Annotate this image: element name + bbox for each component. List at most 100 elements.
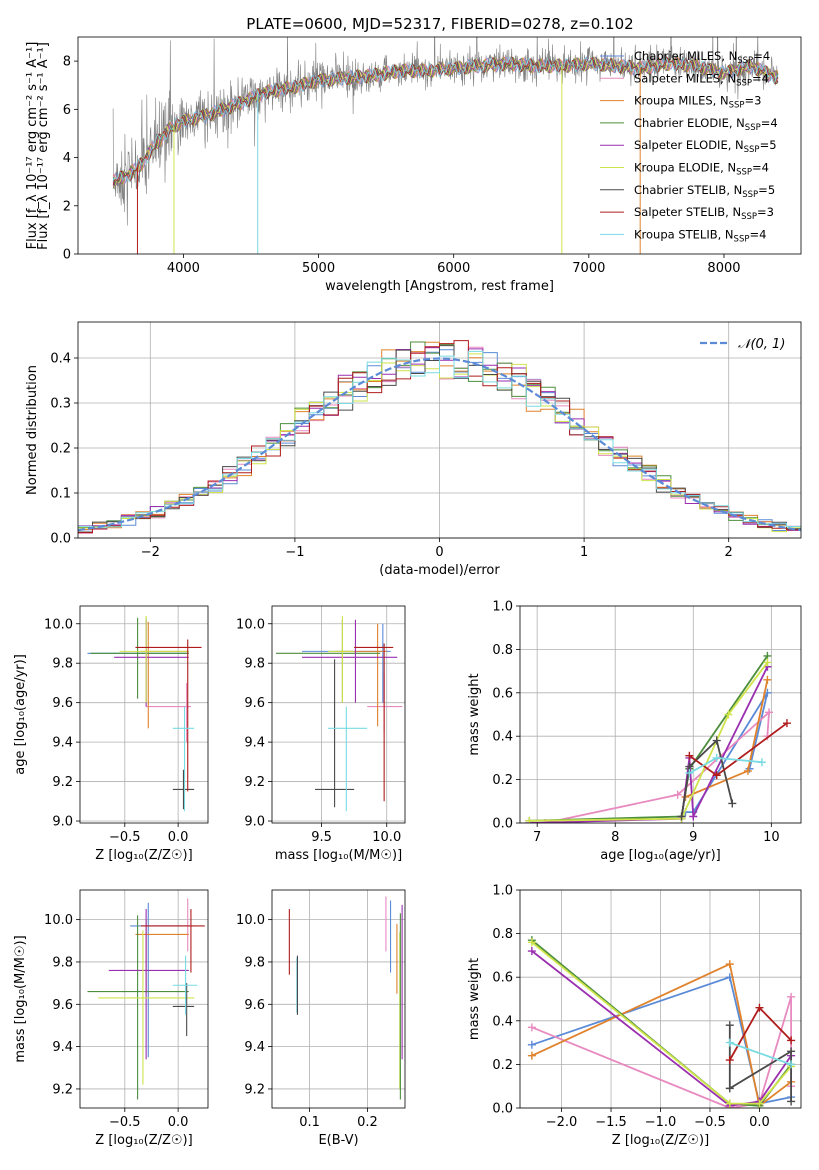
weight-marker: [689, 812, 698, 821]
weight-marker: [787, 1047, 796, 1056]
legend-entry: Chabrier MILES, NSSP=4: [634, 49, 770, 66]
panel-massweight-vs-Z: −2.0 −1.5 −1.0 −0.5 0.0 0.0 0.2 0.4 0.6 0.8 1.0 Z […: [467, 884, 802, 1148]
weight-marker: [673, 790, 682, 799]
y-tick-label: 9.0: [244, 815, 265, 830]
legend-nssp-value: 3: [767, 205, 774, 219]
x-axis-label: age [log₁₀(age/yr)]: [600, 848, 721, 863]
weight-marker: [527, 1023, 536, 1032]
weight-line: [531, 941, 792, 1105]
y-tick-label: 9.6: [244, 696, 265, 711]
axes-frame: [519, 889, 802, 1109]
model-line-chabrier-elodie: [112, 56, 779, 185]
weight-line: [685, 692, 769, 813]
x-tick-label: −2.0: [546, 1115, 578, 1130]
y-tick-label: 10.0: [236, 913, 265, 928]
legend-series-name: Kroupa MILES: [634, 94, 713, 108]
legend-nssp-sub: SSP: [736, 78, 752, 88]
y-tick-label: 9.4: [52, 1040, 73, 1055]
weight-series-chabrier-elodie: [525, 651, 772, 823]
legend-entry: Chabrier STELIB, NSSP=5: [634, 183, 775, 200]
errorbar-point: [301, 619, 398, 703]
legend-entry: Salpeter ELODIE, NSSP=5: [634, 138, 777, 155]
legend-nssp: , N: [720, 161, 736, 175]
weight-marker: [725, 1021, 734, 1030]
weight-line: [544, 710, 771, 823]
y-tick-label: 9.0: [52, 815, 73, 830]
errorbar-point: [119, 615, 189, 703]
errorbar-point: [172, 955, 198, 1015]
errorbar-point: [90, 617, 189, 699]
weight-marker: [527, 947, 536, 956]
weight-marker: [782, 719, 791, 728]
plot-area: [112, 37, 779, 254]
panel-mass-vs-ebv: 0.1 0.2 9.2 9.4 9.6 9.8 10.0 E(B-V): [236, 889, 406, 1148]
axes-frame: [271, 889, 406, 1109]
y-tick-label: 0.0: [50, 532, 71, 547]
legend-nssp-value: 3: [754, 94, 761, 108]
x-axis-label: mass [log₁₀(M/M☉)]: [275, 848, 402, 863]
y-tick-label: 0.6: [492, 971, 513, 986]
legend-eq: =: [758, 183, 768, 197]
errorbar-point: [87, 915, 189, 1100]
x-tick-label: 0.0: [749, 1115, 770, 1130]
weight-marker: [787, 1036, 796, 1045]
y-tick-label: 9.2: [52, 1082, 73, 1097]
panel-spectrum: 4000 5000 6000 7000 8000 0 2 4 6 8 PLATE=0600, MJD…: [25, 15, 802, 294]
weight-marker: [527, 1040, 536, 1049]
weight-marker: [764, 708, 773, 717]
plot-area: [87, 615, 202, 812]
x-tick-label: 4000: [167, 261, 200, 276]
legend-eq: =: [761, 116, 771, 130]
x-axis-label: Z [log₁₀(Z/Z☉)]: [612, 1133, 709, 1148]
legend-nssp-sub: SSP: [744, 145, 760, 155]
legend-nssp-value: 4: [759, 227, 766, 241]
legend-eq: =: [753, 49, 763, 63]
weight-marker: [712, 736, 721, 745]
legend-entry: Salpeter STELIB, NSSP=3: [634, 205, 774, 222]
weight-series-kroupa-stelib: [725, 1038, 796, 1069]
legend-eq: =: [749, 227, 759, 241]
weight-marker: [724, 710, 733, 719]
y-tick-label: 9.8: [244, 955, 265, 970]
legend-nssp: , N: [713, 94, 729, 108]
y-tick-label: 0.0: [492, 1102, 513, 1117]
x-tick-label: −1.0: [645, 1115, 677, 1130]
weight-line: [531, 962, 792, 1108]
weight-marker: [763, 675, 772, 684]
errorbar-point: [172, 983, 195, 1037]
weight-marker: [755, 1099, 764, 1108]
weight-marker: [677, 812, 686, 821]
weight-marker: [787, 992, 796, 1001]
y-tick-label: 0.2: [492, 773, 513, 788]
y-axis-label: Normed distribution: [25, 365, 40, 495]
errorbar-point: [275, 619, 381, 703]
legend-nssp: , N: [729, 116, 745, 130]
y-tick-label: 0.4: [492, 1014, 513, 1029]
weight-line: [531, 976, 792, 1105]
errorbar-point: [108, 909, 189, 1060]
y-tick-label: 1.0: [492, 884, 513, 899]
weight-line: [680, 738, 734, 817]
errorbar-point: [172, 706, 195, 812]
model-line-kroupa-elodie: [113, 56, 779, 189]
y-tick-label: 10.0: [44, 617, 73, 632]
x-tick-label: 10: [763, 830, 780, 845]
weight-marker: [725, 1038, 734, 1047]
x-tick-label: 0.1: [299, 1115, 320, 1130]
legend-entry: Kroupa ELODIE, NSSP=4: [634, 161, 769, 178]
legend-series-name: Kroupa ELODIE: [634, 161, 720, 175]
y-tick-label: 9.4: [244, 736, 265, 751]
panel-massweight-vs-age: 7 8 9 10 0.0 0.2 0.4 0.6 0.8 1.0 age [log₁₀(age/yr…: [467, 600, 802, 863]
weight-line: [728, 1025, 792, 1102]
weight-series-kroupa-elodie: [525, 658, 772, 823]
legend-nssp: , N: [718, 227, 734, 241]
weight-series-chabrier-miles: [681, 688, 772, 817]
errorbar-point: [146, 682, 191, 743]
axes-frame: [79, 605, 209, 824]
legend-nssp: , N: [720, 71, 736, 85]
y-axis-label: age [log₁₀(age/yr)]: [13, 654, 28, 775]
x-tick-label: 0.0: [168, 830, 189, 845]
plot-area: [527, 936, 796, 1108]
x-tick-label: 0.2: [357, 1115, 378, 1130]
legend-nssp-sub: SSP: [741, 212, 757, 222]
